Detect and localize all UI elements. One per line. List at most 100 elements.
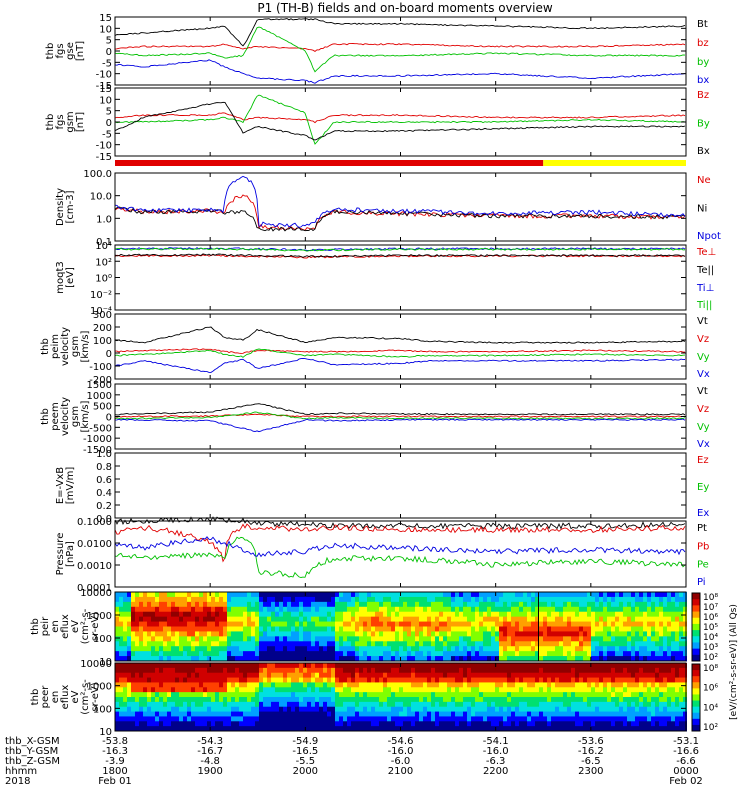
heatmap-cell [223,672,227,679]
heatmap-cell [391,626,395,632]
heatmap-cell [487,606,491,613]
heatmap-cell [435,701,439,708]
heatmap-cell [483,611,487,618]
heatmap-cell [643,631,647,637]
heatmap-cell [535,621,539,627]
heatmap-cell [607,592,611,598]
heatmap-cell [531,592,535,598]
heatmap-cell [411,636,415,642]
heatmap-cell [395,697,399,703]
heatmap-cell [143,677,147,683]
heatmap-cell [351,636,355,642]
heatmap-cell [427,687,431,693]
heatmap-cell [523,716,527,722]
heatmap-cell [275,663,279,669]
heatmap-cell [671,641,675,647]
heatmap-cell [211,677,215,683]
heatmap-cell [659,631,663,637]
heatmap-cell [131,631,135,637]
heatmap-cell [479,616,483,623]
heatmap-cell [359,716,363,722]
heatmap-cell [651,626,655,632]
heatmap-cell [235,711,239,717]
heatmap-cell [155,596,159,603]
heatmap-cell [171,641,175,647]
heatmap-cell [487,631,491,637]
heatmap-cell [219,601,223,608]
heatmap-cell [539,677,543,683]
heatmap-cell [299,656,303,662]
heatmap-cell [551,606,555,613]
heatmap-cell [391,616,395,623]
heatmap-cell [267,626,271,632]
heatmap-cell [151,646,155,652]
heatmap-cell [275,711,279,717]
heatmap-cell [151,706,155,713]
heatmap-cell [343,711,347,717]
heatmap-cell [503,716,507,722]
heatmap-cell [591,692,595,698]
heatmap-cell [531,611,535,618]
heatmap-cell [571,697,575,703]
heatmap-cell [647,706,651,713]
heatmap-cell [135,726,139,732]
heatmap-cell [615,626,619,632]
heatmap-cell [603,667,607,674]
heatmap-cell [439,606,443,613]
heatmap-cell [551,641,555,647]
heatmap-cell [247,621,251,627]
heatmap-cell [239,641,243,647]
heatmap-cell [391,682,395,688]
heatmap-cell [335,592,339,598]
heatmap-cell [539,651,543,657]
heatmap-cell [551,697,555,703]
heatmap-cell [395,701,399,708]
heatmap-cell [183,687,187,693]
heatmap-cell [531,682,535,688]
heatmap-cell [587,706,591,713]
heatmap-cell [395,641,399,647]
heatmap-cell [159,621,163,627]
heatmap-cell [475,641,479,647]
heatmap-cell [647,697,651,703]
heatmap-cell [383,726,387,732]
heatmap-cell [683,682,687,688]
heatmap-cell [643,711,647,717]
heatmap-cell [439,616,443,623]
heatmap-cell [119,636,123,642]
heatmap-cell [683,726,687,732]
heatmap-cell [619,646,623,652]
heatmap-cell [311,701,315,708]
heatmap-cell [267,697,271,703]
heatmap-cell [531,667,535,674]
heatmap-cell [343,651,347,657]
heatmap-cell [271,667,275,674]
heatmap-cell [443,677,447,683]
heatmap-cell [223,611,227,618]
heatmap-cell [307,706,311,713]
heatmap-cell [219,716,223,722]
heatmap-cell [683,611,687,618]
ephem-value: -54.3 [197,736,223,747]
heatmap-cell [683,701,687,708]
heatmap-cell [471,721,475,727]
heatmap-cell [255,631,259,637]
heatmap-cell [255,606,259,613]
y-tick-label: 5 [106,36,112,47]
heatmap-cell [371,656,375,662]
heatmap-cell [151,606,155,613]
heatmap-cell [563,626,567,632]
heatmap-cell [387,697,391,703]
heatmap-cell [431,616,435,623]
heatmap-cell [511,646,515,652]
heatmap-cell [387,641,391,647]
heatmap-cell [647,721,651,727]
heatmap-cell [523,656,527,662]
heatmap-cell [643,611,647,618]
heatmap-cell [203,663,207,669]
heatmap-cell [507,656,511,662]
heatmap-cell [331,711,335,717]
heatmap-cell [395,721,399,727]
heatmap-cell [535,656,539,662]
heatmap-cell [199,701,203,708]
